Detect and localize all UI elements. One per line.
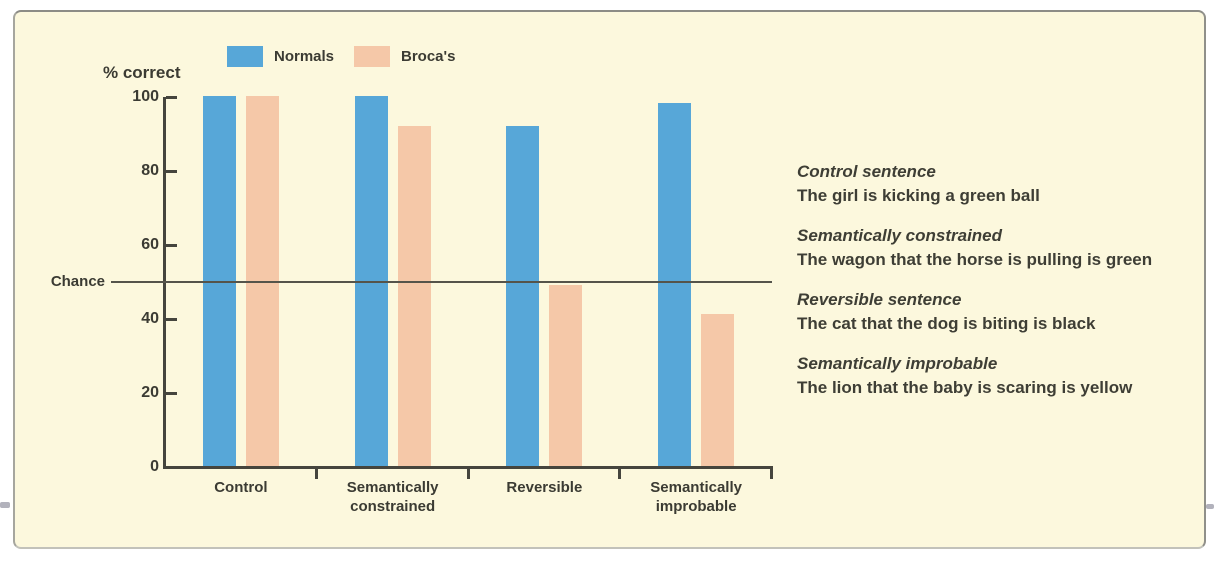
x-axis-divider — [314, 466, 318, 479]
y-axis-title: % correct — [103, 63, 181, 82]
chance-label: Chance — [50, 273, 105, 290]
bar-brocas-2 — [549, 285, 583, 466]
y-tick — [166, 170, 177, 173]
x-category-label: Reversible — [506, 479, 583, 496]
legend-swatch-brocas — [354, 46, 390, 67]
annotation-sentence: The girl is kicking a green ball — [797, 186, 1040, 205]
y-tick-label: 60 — [141, 236, 159, 253]
y-tick — [166, 318, 177, 321]
x-category-label: Control — [214, 479, 268, 496]
annotation-sentence: The lion that the baby is scaring is yel… — [797, 378, 1133, 397]
annotation-heading: Reversible sentence — [797, 290, 962, 309]
annotation-reversible: Reversible sentence The cat that the dog… — [797, 288, 1214, 336]
y-tick-label: 100 — [132, 88, 159, 105]
y-tick-label: 80 — [141, 162, 159, 179]
y-tick — [166, 392, 177, 395]
bar-normals-3 — [658, 103, 692, 466]
annotation-heading: Semantically constrained — [797, 226, 1003, 245]
annotation-heading: Semantically improbable — [797, 354, 998, 373]
y-tick-label: 0 — [150, 458, 159, 475]
annotation-semantically-improbable: Semantically improbable The lion that th… — [797, 352, 1214, 400]
annotation-semantically-constrained: Semantically constrained The wagon that … — [797, 224, 1214, 272]
annotation-heading: Control sentence — [797, 162, 936, 181]
y-tick — [166, 96, 177, 99]
x-axis-divider — [618, 466, 622, 479]
sentence-examples: Control sentence The girl is kicking a g… — [797, 160, 1214, 416]
screen-artifact-right — [1206, 504, 1214, 509]
bar-brocas-1 — [397, 126, 431, 466]
y-tick-label: 40 — [141, 310, 159, 327]
y-tick — [166, 244, 177, 247]
y-axis-line — [163, 97, 166, 469]
figure-panel: % correct Normals Broca's 100 80 60 40 20 0 Co… — [13, 10, 1206, 549]
legend-swatch-normals — [227, 46, 263, 67]
plot-area: 100 80 60 40 20 0 Control Semantically constrai… — [15, 12, 1204, 547]
bar-brocas-3 — [701, 314, 735, 466]
bar-normals-2 — [506, 126, 540, 466]
legend-item-brocas: Broca's — [354, 46, 455, 67]
screen-artifact-left — [0, 502, 10, 508]
annotation-control: Control sentence The girl is kicking a g… — [797, 160, 1214, 208]
x-category-label: Semantically constrained — [346, 479, 439, 515]
x-axis-divider — [466, 466, 470, 479]
x-axis-divider — [770, 466, 773, 479]
legend-label-normals: Normals — [274, 48, 335, 65]
annotation-sentence: The cat that the dog is biting is black — [797, 314, 1096, 333]
annotation-sentence: The wagon that the horse is pulling is g… — [797, 250, 1153, 269]
y-tick — [166, 466, 177, 469]
y-tick-label: 20 — [141, 384, 159, 401]
legend-label-brocas: Broca's — [401, 48, 456, 65]
legend-item-normals: Normals — [227, 46, 334, 67]
chance-line — [111, 281, 772, 283]
x-category-label: Semantically improbable — [650, 479, 742, 515]
